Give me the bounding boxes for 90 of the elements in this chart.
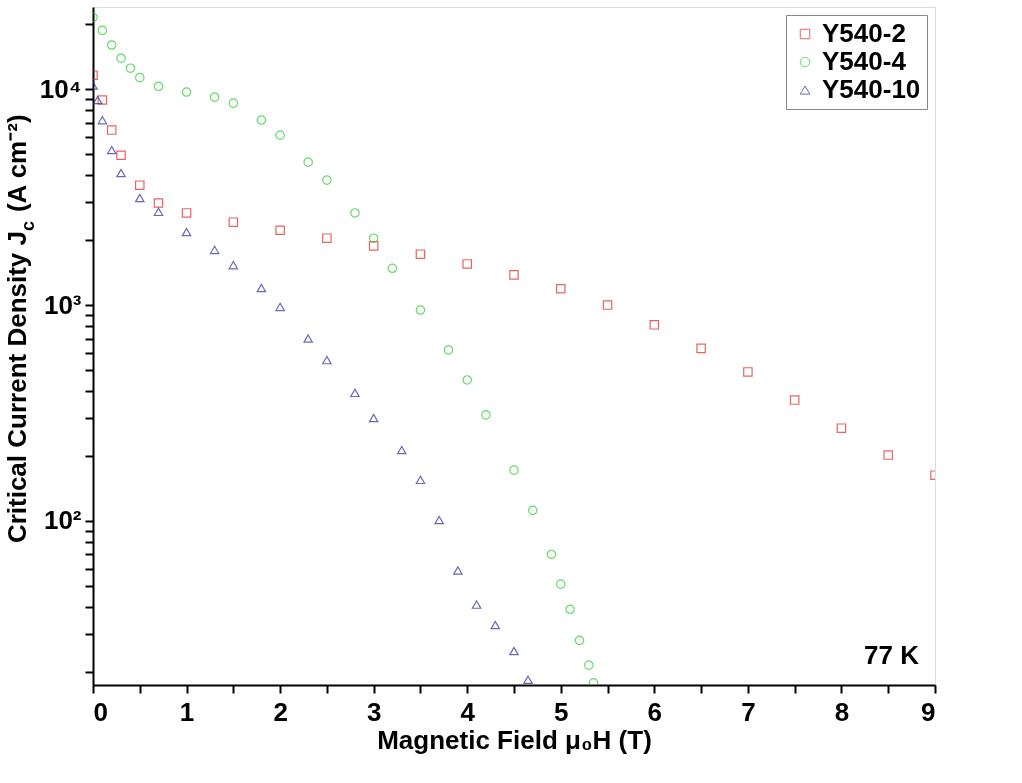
x-tick-label: 0 — [93, 696, 108, 727]
point — [434, 515, 444, 525]
point — [97, 95, 108, 105]
point — [368, 241, 379, 251]
point — [106, 40, 117, 50]
point — [125, 63, 136, 73]
point — [256, 115, 267, 125]
point — [116, 150, 126, 161]
point — [368, 233, 379, 243]
point — [322, 355, 332, 365]
point — [275, 225, 285, 236]
point — [743, 367, 753, 377]
x-tick-label: 5 — [554, 696, 569, 727]
point — [696, 343, 706, 354]
point — [93, 95, 103, 105]
point — [322, 233, 332, 243]
point — [116, 168, 126, 178]
point — [350, 388, 360, 398]
point — [134, 180, 145, 190]
point — [546, 549, 557, 560]
point — [181, 227, 192, 237]
legend-label: Y540-2 — [822, 18, 906, 48]
x-tick-label: 7 — [741, 696, 756, 727]
point — [415, 475, 426, 485]
point — [509, 270, 519, 280]
point — [275, 302, 285, 312]
point — [256, 283, 267, 293]
x-tick-label: 1 — [179, 696, 195, 727]
x-tick-label: 8 — [834, 696, 850, 727]
point — [181, 87, 192, 97]
point — [471, 600, 482, 609]
x-tick-label: 2 — [273, 696, 288, 727]
point — [153, 198, 164, 208]
point — [443, 345, 454, 355]
y-tick-label: 10³ — [43, 289, 82, 320]
point — [509, 646, 519, 656]
point — [350, 208, 360, 218]
point — [481, 410, 491, 420]
point — [555, 283, 566, 294]
point — [322, 175, 332, 185]
point — [97, 25, 108, 36]
y-tick-label: 10² — [43, 505, 82, 536]
point — [565, 604, 575, 615]
point — [228, 260, 239, 270]
point — [153, 207, 164, 217]
y-axis-title: Critical Current Density Jc (A cm⁻²) — [2, 114, 38, 544]
point — [789, 395, 800, 405]
point — [462, 375, 473, 385]
point — [209, 245, 220, 255]
point — [134, 193, 145, 203]
point — [415, 249, 426, 259]
point — [181, 208, 192, 218]
point — [523, 675, 533, 684]
point — [153, 81, 164, 92]
point — [527, 505, 538, 516]
point — [396, 445, 407, 455]
point — [602, 300, 613, 310]
point — [555, 579, 566, 589]
point — [228, 217, 239, 227]
point — [228, 98, 239, 108]
point — [97, 115, 108, 125]
point — [584, 660, 594, 670]
x-axis-title: Magnetic Field μ₀H (T) — [377, 724, 652, 755]
point — [415, 305, 426, 315]
point — [275, 130, 285, 140]
legend-label: Y540-4 — [822, 46, 907, 76]
x-tick-label: 4 — [460, 696, 476, 727]
point — [368, 413, 379, 423]
point — [387, 263, 398, 274]
point — [106, 125, 117, 135]
point — [116, 53, 126, 63]
y-tick-label: 10⁴ — [39, 73, 82, 104]
x-tick-label: 9 — [921, 696, 936, 727]
point — [209, 92, 220, 102]
point — [509, 465, 519, 475]
point — [574, 635, 585, 646]
x-tick-label: 6 — [647, 696, 663, 727]
point — [649, 320, 660, 330]
point — [490, 620, 501, 630]
point — [453, 566, 463, 575]
x-tick-label: 3 — [366, 696, 382, 727]
point — [462, 259, 473, 269]
annotation: 77 K — [864, 640, 920, 670]
point — [303, 157, 313, 167]
point — [303, 334, 313, 343]
point — [883, 450, 894, 460]
point — [836, 423, 847, 433]
legend-label: Y540-10 — [822, 74, 921, 104]
point — [134, 72, 145, 83]
point — [106, 145, 117, 155]
